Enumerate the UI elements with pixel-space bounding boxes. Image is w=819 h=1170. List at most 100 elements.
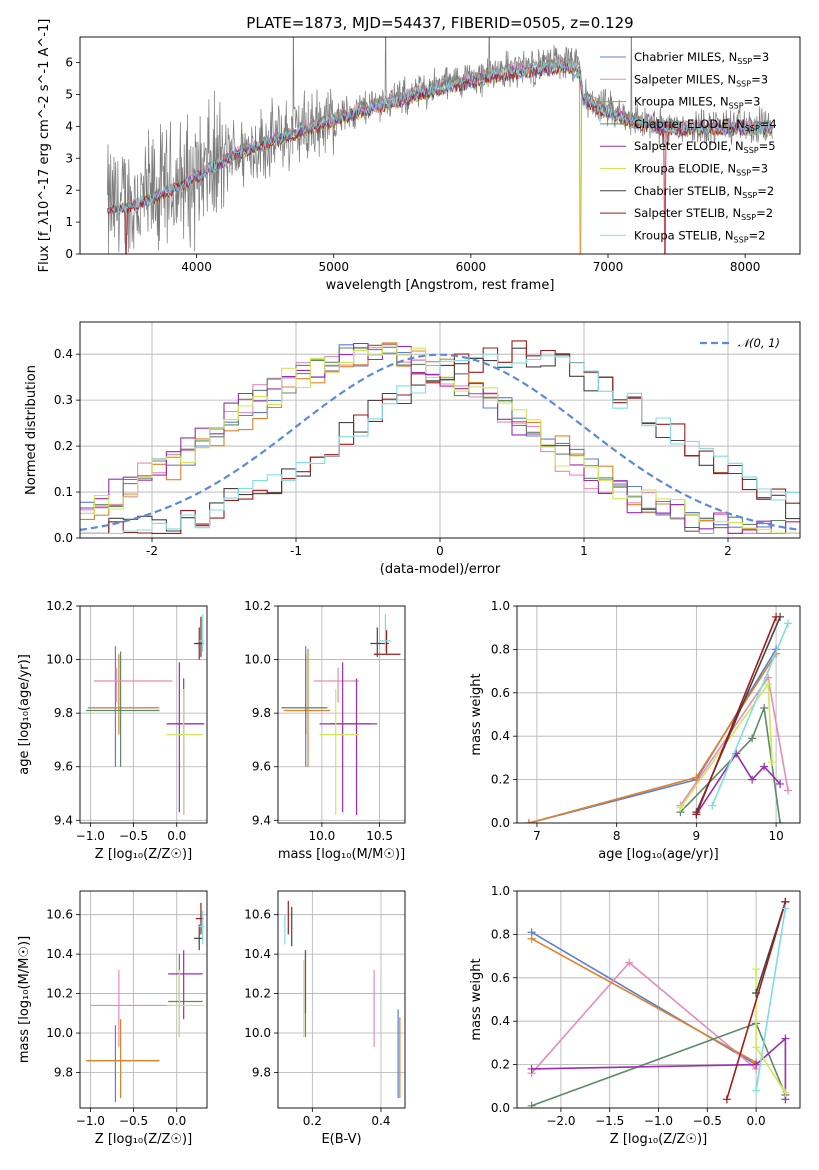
x-tick-label: 0.0 (747, 1114, 766, 1128)
weight-line-2 (528, 653, 777, 823)
model-spectrum-7 (107, 62, 773, 254)
legend-nssp: =3 (752, 50, 769, 64)
y-tick-label: 4 (65, 119, 73, 133)
x-tick-label: 7000 (593, 260, 624, 274)
weight-marker (752, 1086, 761, 1095)
legend-nssp: =3 (744, 95, 761, 109)
y-tick-label: 9.8 (252, 1065, 271, 1079)
y-tick-label: 9.4 (252, 813, 271, 827)
legend-entry: Kroupa ELODIE, NSSP=3 (634, 162, 768, 178)
x-tick-label: 1 (580, 544, 588, 558)
weight-marker (784, 786, 793, 795)
weight-marker (692, 773, 701, 782)
panel-mass_vs_EBV: 0.2 0.4 9.8 10.0 10.2 10.4 10.6 E(B-V) (244, 890, 406, 1147)
y-tick-label: 10.2 (46, 987, 73, 1001)
y-tick-label: 9.8 (252, 706, 271, 720)
weight-line-7 (726, 901, 787, 1100)
x-tick-label: −1.0 (76, 1114, 105, 1128)
plot-area (107, 37, 773, 254)
weight-marker (722, 1095, 731, 1104)
legend-entry: Kroupa MILES, NSSP=3 (634, 95, 760, 111)
weight-line-7 (695, 616, 777, 815)
legend-subscript: SSP (734, 235, 749, 244)
legend-nssp: =2 (757, 184, 774, 198)
weight-marker (527, 1064, 536, 1073)
y-tick-label: 10.4 (46, 947, 73, 961)
panel-residuals: -2 -1 0 1 2 0.0 0.1 0.2 0.3 0.4 (data-model)/error… (24, 321, 801, 577)
x-axis-label: Z [log₁₀(Z/Z☉)] (610, 1132, 707, 1147)
y-tick-label: 0.6 (491, 971, 510, 985)
axes-frame (79, 36, 801, 255)
y-tick-label: 10.2 (244, 599, 271, 613)
x-axis-label: wavelength [Angstrom, rest frame] (326, 278, 555, 293)
x-tick-label: 10.5 (366, 829, 393, 843)
y-axis-label: mass [log₁₀(M/M☉)] (17, 936, 32, 1063)
weight-marker (772, 612, 781, 621)
y-tick-label: 0.2 (491, 1058, 510, 1072)
y-tick-label: 10.6 (46, 908, 73, 922)
x-axis-label: E(B-V) (321, 1132, 361, 1147)
chart-layer: 4000 5000 6000 7000 8000 0 1 2 3 4 5 6 wavelength [A… (17, 19, 801, 1147)
weight-marker (708, 801, 717, 810)
weight-marker (768, 758, 777, 767)
weight-marker (527, 934, 536, 943)
legend-entry: Chabrier ELODIE, NSSP=4 (634, 117, 777, 133)
x-tick-label: 4000 (181, 260, 212, 274)
x-tick-label: −1.0 (644, 1114, 673, 1128)
x-tick-label: 8 (613, 829, 621, 843)
legend-nssp: =3 (751, 72, 768, 86)
y-tick-label: 0.8 (491, 927, 510, 941)
weight-marker (764, 680, 773, 689)
y-tick-label: 0.4 (491, 1014, 510, 1028)
legend-entry: 𝒩(0, 1) (738, 336, 780, 350)
x-tick-label: 5000 (318, 260, 349, 274)
y-tick-label: 0 (65, 247, 73, 261)
weight-marker (760, 703, 769, 712)
histogram-2 (80, 342, 800, 534)
weight-marker (760, 762, 769, 771)
weight-marker (752, 1060, 761, 1069)
x-tick-label: 9 (693, 829, 701, 843)
y-tick-label: 10.6 (244, 908, 271, 922)
normal-reference-curve (80, 353, 800, 531)
y-tick-label: 1.0 (491, 884, 510, 898)
x-tick-label: 10 (768, 829, 783, 843)
legend-entry: Chabrier MILES, NSSP=3 (634, 50, 769, 66)
y-tick-label: 9.6 (54, 760, 73, 774)
y-tick-label: 10.0 (46, 1026, 73, 1040)
y-tick-label: 0.1 (54, 485, 73, 499)
legend-subscript: SSP (742, 191, 757, 200)
y-tick-label: 1 (65, 215, 73, 229)
weight-line-4 (531, 1036, 787, 1100)
weight-line-8 (755, 908, 787, 1091)
y-tick-label: 10.2 (46, 599, 73, 613)
legend-subscript: SSP (741, 213, 756, 222)
axes-frame (79, 321, 801, 539)
x-tick-label: −1.0 (76, 829, 105, 843)
observed-spectrum (107, 37, 773, 254)
weight-marker (748, 775, 757, 784)
x-tick-label: -2 (146, 544, 158, 558)
weight-marker (784, 619, 793, 628)
x-tick-label: 0.0 (167, 1114, 186, 1128)
legend: Chabrier MILES, NSSP=3 Salpeter MILES, NS… (600, 50, 777, 244)
legend-nssp: =3 (751, 162, 768, 176)
panel-age_vs_mass: 10.0 10.5 9.4 9.6 9.8 10.0 10.2 mass [log₁₀(M/M… (244, 599, 406, 862)
x-axis-label: age [log₁₀(age/yr)] (598, 847, 719, 862)
panel-spectrum: 4000 5000 6000 7000 8000 0 1 2 3 4 5 6 wavelength [A… (37, 19, 801, 293)
legend-subscript: SSP (729, 102, 744, 111)
x-tick-label: −0.5 (693, 1114, 722, 1128)
legend-subscript: SSP (736, 169, 751, 178)
weight-marker (776, 779, 785, 788)
x-axis-label: Z [log₁₀(Z/Z☉)] (95, 1132, 192, 1147)
legend-nssp: =2 (756, 206, 773, 220)
weight-line-1 (530, 961, 757, 1074)
x-tick-label: 8000 (730, 260, 761, 274)
legend-entry: Kroupa STELIB, NSSP=2 (634, 228, 765, 244)
panel-mass_vs_Z: −1.0 −0.5 0.0 9.8 10.0 10.2 10.4 10.6 Z [log₁₀(Z… (17, 890, 208, 1147)
weight-marker (625, 958, 634, 967)
weight-marker (676, 803, 685, 812)
y-tick-label: 10.0 (46, 653, 73, 667)
y-tick-label: 0.4 (491, 729, 510, 743)
